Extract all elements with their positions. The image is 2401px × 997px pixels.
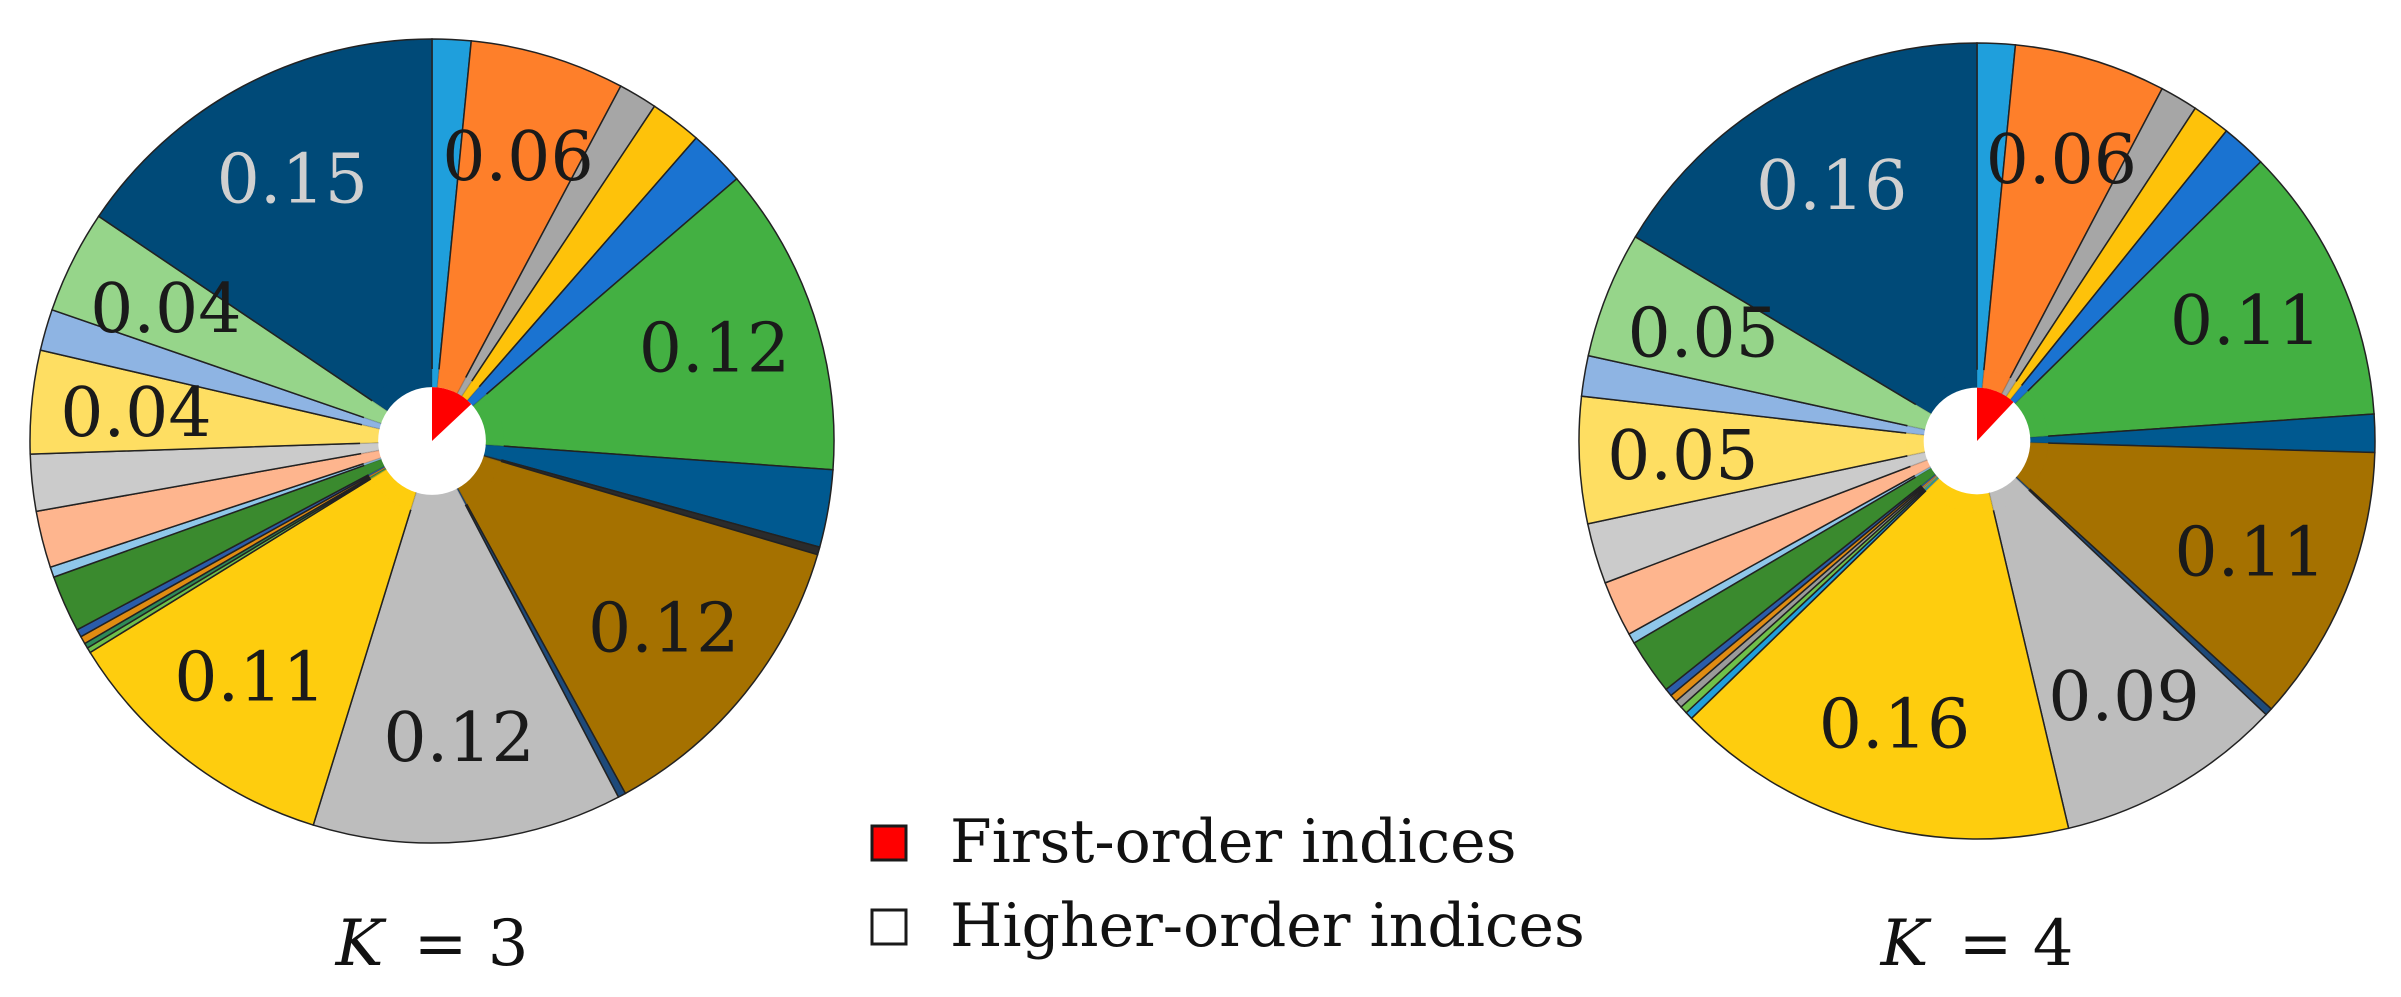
pie1-ring-1 xyxy=(1982,370,2011,394)
pie0-ring-22 xyxy=(363,400,388,424)
pie0-first-order-wedge xyxy=(432,387,472,441)
pie0-slice-8 xyxy=(430,439,819,795)
pie1-ring-18 xyxy=(1910,460,1931,476)
pie0-ring-8 xyxy=(457,456,502,505)
pie-chart-k3: 0.06 0.12 0.12 0.12 0.11 0.04 0.04 0.15 xyxy=(29,38,835,844)
pie1-ring-23 xyxy=(1915,369,1977,414)
pie0-ring-18 xyxy=(361,450,381,464)
pie1-ring-21 xyxy=(1906,425,1925,435)
pie0-ring-20 xyxy=(360,424,380,444)
legend-label-first-order: First-order indices xyxy=(950,807,1516,877)
pie0-ring-9 xyxy=(456,488,467,505)
pie0-ring-5 xyxy=(472,394,504,447)
pie1-ring-0 xyxy=(1977,369,1984,388)
pie1-ring-7 xyxy=(2016,442,2049,489)
pie0-slice-23 xyxy=(97,38,433,443)
pie0-slice-label-1: 0.06 xyxy=(442,118,593,197)
caption-k3: K = 3 xyxy=(335,907,529,981)
pie0-slice-label-11: 0.11 xyxy=(174,638,325,717)
pie1-ring-11 xyxy=(1924,477,1939,491)
pie1-ring-2 xyxy=(2001,377,2017,397)
pie1-ring-8 xyxy=(2015,476,2030,490)
pie1-ring-15 xyxy=(1921,474,1936,487)
pie1-slice-23 xyxy=(1634,42,1978,443)
pie0-ring-4 xyxy=(467,386,487,406)
pie1-ring-12 xyxy=(1924,476,1939,490)
pie1-slice-label-1: 0.06 xyxy=(1986,121,2137,200)
pie1-ring-22 xyxy=(1907,404,1932,430)
pie0-ring-16 xyxy=(364,459,385,475)
pie0-slice-1 xyxy=(431,40,622,442)
pie1-slice-label-9: 0.09 xyxy=(2048,658,2199,737)
pie1-ring-16 xyxy=(1915,468,1936,486)
pie1-ring-13 xyxy=(1923,475,1938,489)
pie0-ring-14 xyxy=(369,467,386,478)
pie0-ring-15 xyxy=(368,466,385,477)
pie0-slice-label-20: 0.04 xyxy=(60,374,211,453)
pie1-slice-label-20: 0.05 xyxy=(1607,417,1758,496)
legend-label-higher-order: Higher-order indices xyxy=(950,891,1585,961)
pie0-slice-label-22: 0.04 xyxy=(90,270,241,349)
pie1-ring-17 xyxy=(1914,466,1932,478)
pie0-ring-17 xyxy=(363,457,382,466)
pie0-slice-label-8: 0.12 xyxy=(588,590,739,669)
pie0-ring-6 xyxy=(483,444,504,460)
pie0-ring-1 xyxy=(437,369,466,394)
pie0-slice-label-23: 0.15 xyxy=(217,140,368,219)
pie0-ring-21 xyxy=(361,417,382,429)
pie0-ring-11 xyxy=(370,469,417,510)
pie1-slice-7 xyxy=(1974,440,2376,711)
pie1-ring-5 xyxy=(2015,391,2049,438)
pie0-slice-10 xyxy=(312,439,620,844)
pie1-ring-14 xyxy=(1922,475,1937,488)
pie0-ring-13 xyxy=(369,468,386,479)
pie0-ring-7 xyxy=(483,455,502,462)
pie0-ring-2 xyxy=(457,377,472,397)
pie1-ring-19 xyxy=(1907,452,1928,467)
legend: First-order indices Higher-order indices xyxy=(870,807,1585,961)
pie1-ring-4 xyxy=(2010,385,2028,404)
pie0-slice-11 xyxy=(89,439,434,827)
pie1-slice-label-10: 0.16 xyxy=(1819,686,1970,765)
pie1-ring-10 xyxy=(1925,478,1994,513)
pie0-slice-label-10: 0.12 xyxy=(383,699,534,778)
legend-swatch-higher-order xyxy=(870,908,908,946)
pie0-ring-0 xyxy=(432,369,440,388)
pie1-ring-3 xyxy=(2006,381,2022,400)
pie0-slice-5 xyxy=(430,177,835,471)
pie1-slice-5 xyxy=(1975,160,2375,442)
pie1-ring-20 xyxy=(1905,432,1925,456)
pie0-ring-10 xyxy=(410,488,466,513)
pie0-ring-19 xyxy=(360,442,379,454)
pie1-ring-9 xyxy=(1989,477,2029,511)
caption-k4: K = 4 xyxy=(1880,907,2074,981)
pie0-ring-3 xyxy=(461,381,480,401)
pie1-slice-9 xyxy=(1975,438,2268,830)
pie1-ring-6 xyxy=(2030,436,2049,444)
pie0-ring-23 xyxy=(372,369,432,411)
pie1-slice-label-7: 0.11 xyxy=(2174,513,2325,592)
pie1-slice-10 xyxy=(1690,439,2070,840)
pie1-slice-label-23: 0.16 xyxy=(1756,147,1907,226)
pie0-slice-label-5: 0.12 xyxy=(639,310,790,389)
pie1-slice-1 xyxy=(1976,44,2164,442)
pie1-first-order-wedge xyxy=(1977,387,2014,441)
pie1-slice-label-22: 0.05 xyxy=(1627,295,1778,374)
pie0-ring-12 xyxy=(370,468,387,479)
pie1-slice-label-5: 0.11 xyxy=(2170,282,2321,361)
legend-swatch-first-order xyxy=(870,824,908,862)
pie-chart-k4: 0.06 0.11 0.11 0.09 0.16 0.05 0.05 0.16 xyxy=(1578,42,2376,840)
